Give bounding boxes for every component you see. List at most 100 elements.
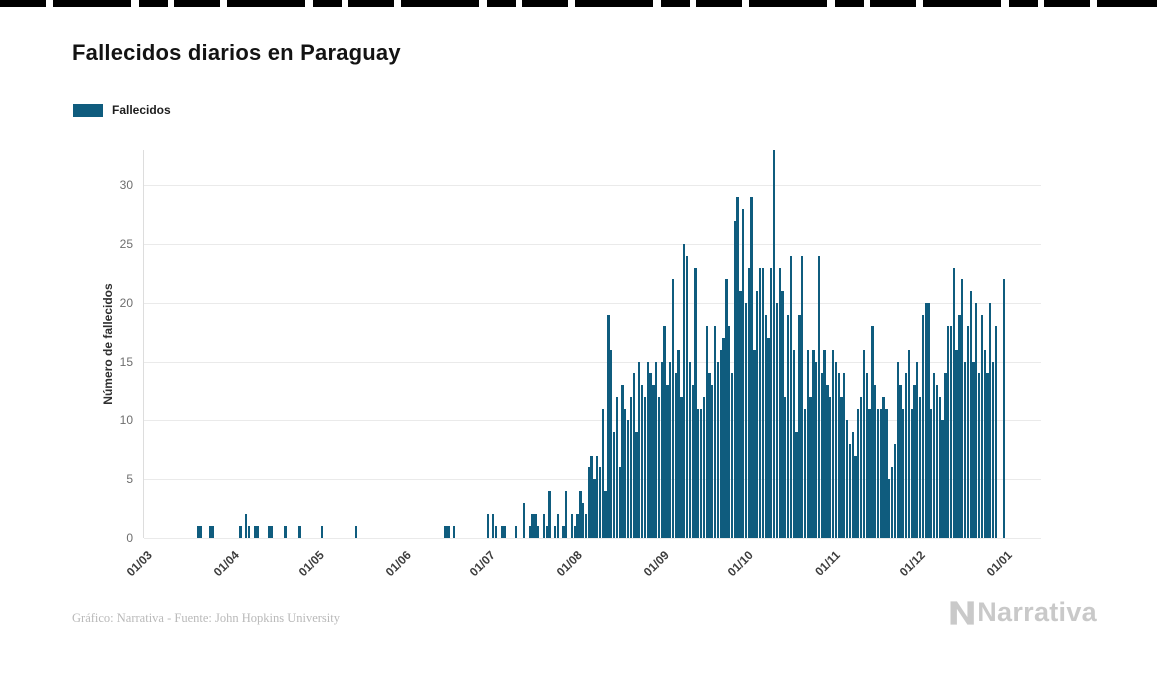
bar bbox=[632, 373, 635, 538]
bar bbox=[876, 408, 880, 538]
bar bbox=[921, 314, 925, 538]
bar bbox=[576, 514, 579, 538]
bar bbox=[826, 385, 829, 538]
gridline bbox=[144, 538, 1041, 539]
bar bbox=[736, 197, 739, 538]
bar bbox=[904, 373, 908, 538]
x-tick-label: 01/01 bbox=[983, 548, 1015, 580]
bar bbox=[528, 526, 531, 538]
bar bbox=[444, 526, 447, 538]
bar bbox=[573, 526, 576, 538]
bar bbox=[298, 526, 301, 538]
bar bbox=[354, 526, 357, 538]
bar bbox=[719, 349, 722, 538]
bar bbox=[705, 326, 708, 538]
x-tick-label: 01/12 bbox=[896, 548, 928, 580]
bar bbox=[882, 396, 885, 538]
bar bbox=[806, 349, 809, 538]
bar bbox=[840, 396, 843, 538]
bar bbox=[874, 385, 877, 538]
bar bbox=[837, 373, 840, 538]
bar bbox=[245, 514, 248, 538]
bar bbox=[809, 396, 812, 538]
bar bbox=[570, 514, 574, 538]
bar bbox=[565, 490, 568, 538]
bar bbox=[829, 396, 832, 538]
bar bbox=[523, 502, 526, 538]
bar bbox=[803, 408, 807, 538]
bar bbox=[778, 267, 781, 538]
bar bbox=[683, 244, 686, 538]
bar bbox=[447, 526, 450, 538]
y-tick-label: 10 bbox=[119, 413, 133, 428]
bar bbox=[494, 526, 498, 538]
bar bbox=[728, 326, 731, 538]
gridline bbox=[144, 244, 1041, 246]
bar bbox=[699, 408, 703, 538]
bar bbox=[624, 408, 627, 538]
gridline bbox=[144, 361, 1041, 363]
bar bbox=[593, 479, 596, 538]
bar bbox=[781, 291, 784, 538]
bar bbox=[902, 408, 905, 538]
bar bbox=[831, 349, 835, 538]
bar bbox=[640, 385, 644, 538]
bar bbox=[871, 326, 874, 538]
x-tick-label: 01/05 bbox=[295, 548, 327, 580]
bar bbox=[983, 349, 986, 538]
bar bbox=[764, 314, 767, 538]
bar bbox=[284, 526, 287, 538]
narrativa-n-icon bbox=[950, 600, 975, 625]
bar bbox=[691, 385, 694, 538]
bar bbox=[792, 349, 795, 538]
bar bbox=[801, 255, 804, 538]
bar bbox=[820, 373, 823, 538]
chart-legend: Fallecidos bbox=[73, 103, 171, 117]
bar bbox=[674, 373, 677, 538]
bar bbox=[823, 349, 826, 538]
x-tick-label: 01/04 bbox=[211, 548, 243, 580]
bar bbox=[772, 150, 776, 538]
bar bbox=[657, 396, 661, 538]
bar bbox=[786, 314, 790, 538]
bar bbox=[933, 373, 936, 538]
gridline bbox=[144, 420, 1041, 422]
y-tick-label: 20 bbox=[119, 295, 133, 310]
bar bbox=[655, 361, 658, 538]
bar bbox=[598, 467, 602, 538]
bar bbox=[612, 432, 616, 538]
x-tick-label: 01/06 bbox=[382, 548, 414, 580]
bar bbox=[492, 514, 495, 538]
bar bbox=[753, 349, 756, 538]
bar bbox=[716, 361, 720, 538]
bar bbox=[697, 408, 700, 538]
bar bbox=[556, 514, 560, 538]
bar bbox=[879, 408, 882, 538]
bar bbox=[267, 526, 270, 538]
bar bbox=[713, 326, 717, 538]
bar bbox=[629, 396, 633, 538]
bar bbox=[638, 361, 641, 538]
bar bbox=[899, 385, 902, 538]
bar bbox=[553, 526, 557, 538]
bar bbox=[596, 455, 599, 538]
bar bbox=[885, 408, 888, 538]
bar bbox=[688, 361, 692, 538]
bar bbox=[680, 396, 683, 538]
bar bbox=[848, 443, 852, 538]
bar bbox=[815, 361, 818, 538]
bar bbox=[941, 420, 944, 538]
bar bbox=[1003, 279, 1006, 538]
bar bbox=[935, 385, 939, 538]
bar bbox=[601, 408, 604, 538]
bar bbox=[775, 302, 779, 538]
bar bbox=[767, 338, 770, 538]
bar bbox=[584, 514, 588, 538]
bar bbox=[918, 396, 922, 538]
bar bbox=[961, 279, 964, 538]
bar bbox=[587, 467, 590, 538]
y-tick-label: 5 bbox=[126, 472, 133, 487]
x-tick-label: 01/07 bbox=[466, 548, 498, 580]
legend-label: Fallecidos bbox=[112, 103, 171, 117]
